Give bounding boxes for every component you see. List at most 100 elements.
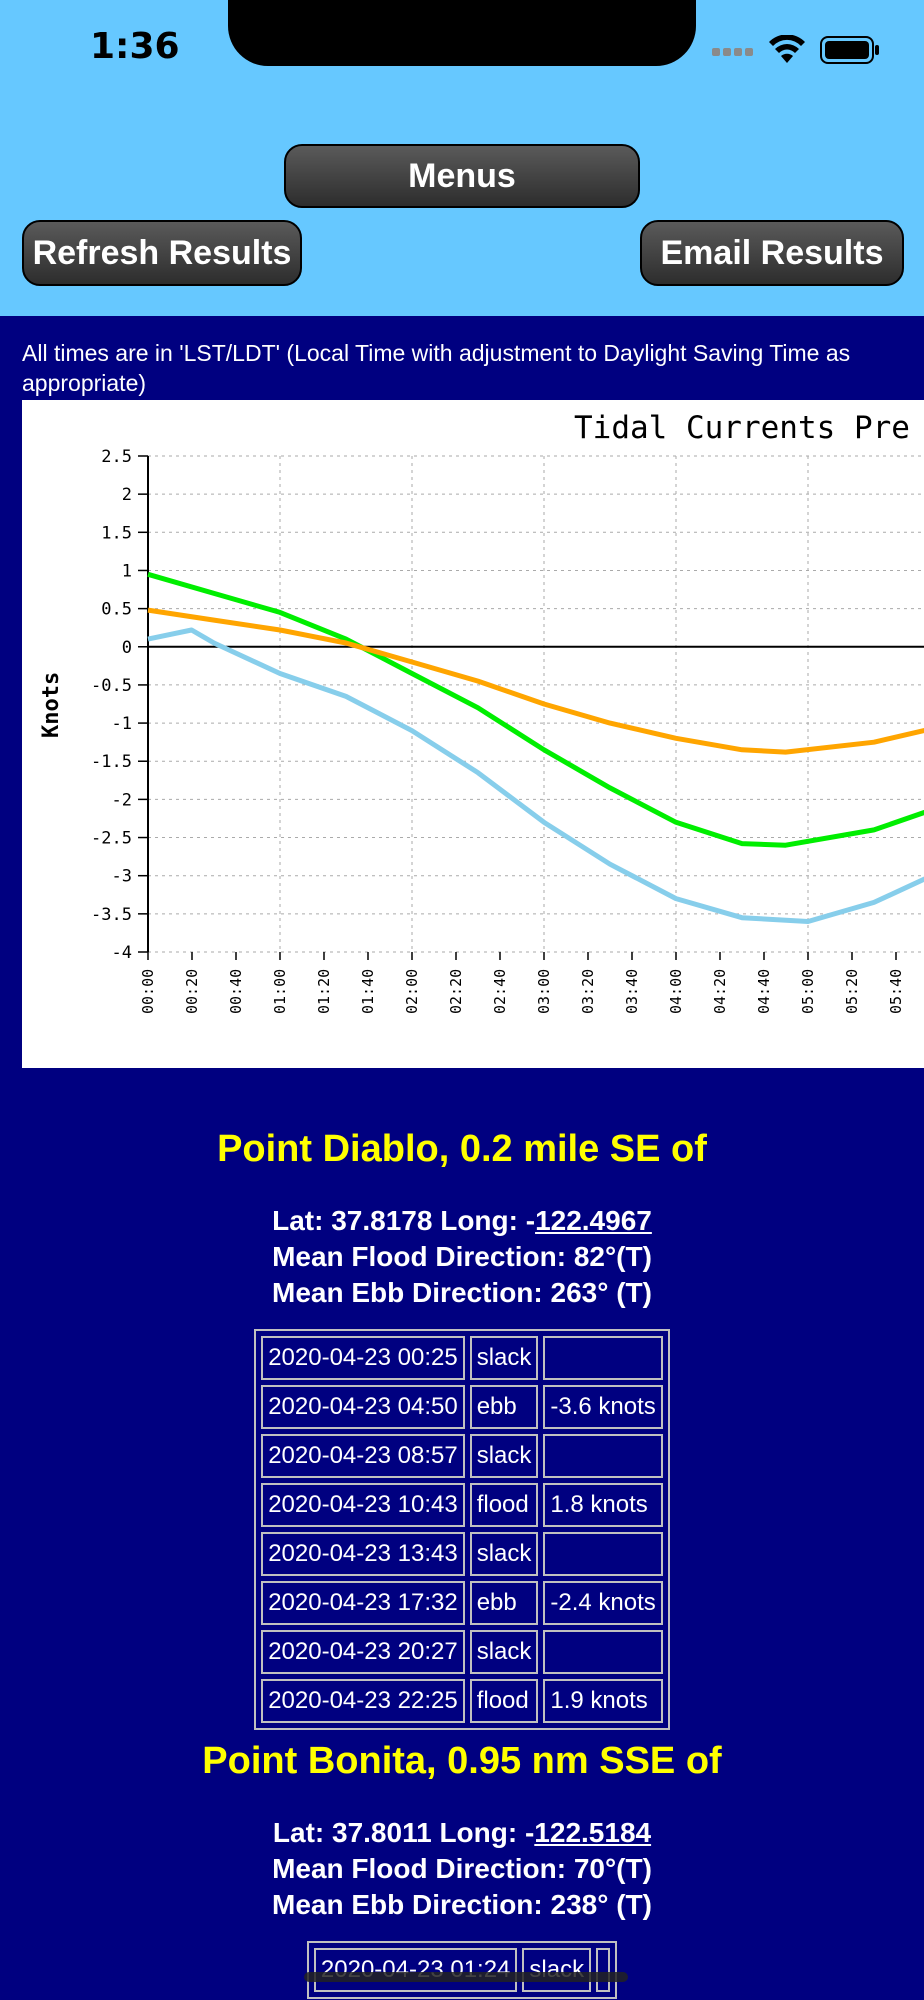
event-type: ebb xyxy=(469,1385,539,1429)
x-tick-label: 00:20 xyxy=(183,969,201,1014)
refresh-results-button[interactable]: Refresh Results xyxy=(22,220,302,286)
y-tick-label: 0 xyxy=(122,638,132,658)
event-time: 2020-04-23 17:32 xyxy=(261,1581,465,1625)
mean-flood-direction: Mean Flood Direction: 82°(T) xyxy=(272,1241,652,1272)
y-tick-label: -1.5 xyxy=(91,752,132,772)
y-tick-label: -3 xyxy=(112,867,132,887)
y-tick-label: -2 xyxy=(112,790,132,810)
event-type: slack xyxy=(522,1948,592,1992)
y-tick-label: 2 xyxy=(122,485,132,505)
x-tick-label: 02:20 xyxy=(447,969,465,1014)
event-speed xyxy=(543,1630,663,1674)
menus-button[interactable]: Menus xyxy=(284,144,640,208)
event-type: ebb xyxy=(469,1581,539,1625)
x-tick-label: 05:20 xyxy=(843,969,861,1014)
y-tick-label: 1 xyxy=(122,561,132,581)
event-speed: -2.4 knots xyxy=(543,1581,663,1625)
station-coordinates: Lat: 37.8178 Long: -122.4967 xyxy=(0,1203,924,1239)
event-time: 2020-04-23 04:50 xyxy=(261,1385,465,1429)
longitude-link[interactable]: 122.5184 xyxy=(534,1817,652,1848)
table-row: 2020-04-23 00:25 slack xyxy=(261,1336,663,1380)
x-tick-label: 05:00 xyxy=(799,969,817,1014)
lat-long-text: Lat: 37.8011 Long: - xyxy=(272,1817,535,1848)
table-row: 2020-04-23 10:43 flood 1.8 knots xyxy=(261,1483,663,1527)
table-row: 2020-04-23 20:27 slack xyxy=(261,1630,663,1674)
event-speed xyxy=(543,1532,663,1576)
x-tick-label: 03:00 xyxy=(535,969,553,1014)
x-tick-label: 01:00 xyxy=(271,969,289,1014)
event-speed xyxy=(543,1336,663,1380)
station-name: Point Diablo, 0.2 mile SE of xyxy=(217,1128,707,1170)
event-time: 2020-04-23 20:27 xyxy=(261,1630,465,1674)
header-bar: 1:36 Menus Refresh Results Email Results xyxy=(0,0,924,316)
table-row: 2020-04-23 04:50 ebb -3.6 knots xyxy=(261,1385,663,1429)
signal-icon xyxy=(712,48,753,56)
y-tick-label: -2.5 xyxy=(91,829,132,849)
event-speed: -3.6 knots xyxy=(543,1385,663,1429)
tide-events-table: 2020-04-23 00:25 slack 2020-04-23 04:50 ebb… xyxy=(254,1329,670,1730)
y-axis-label: Knots xyxy=(39,672,64,738)
mean-flood-direction: Mean Flood Direction: 70°(T) xyxy=(272,1853,652,1884)
tidal-currents-chart: 2.5 2 1.5 1 0.5 0 -0.5 -1 -1.5 -2 -2.5 -3 -3.5 -4 00:0… xyxy=(22,400,924,1068)
event-speed xyxy=(543,1434,663,1478)
x-tick-label: 01:20 xyxy=(315,969,333,1014)
wifi-icon xyxy=(769,35,805,63)
status-icons xyxy=(712,32,880,68)
mean-ebb-direction: Mean Ebb Direction: 238° (T) xyxy=(272,1889,652,1920)
x-tick-label: 00:40 xyxy=(227,969,245,1014)
table-row: 2020-04-23 22:25 flood 1.9 knots xyxy=(261,1679,663,1723)
event-time: 2020-04-23 10:43 xyxy=(261,1483,465,1527)
event-time: 2020-04-23 08:57 xyxy=(261,1434,465,1478)
y-tick-label: 2.5 xyxy=(101,447,132,467)
station-point-bonita: Point Bonita, 0.95 nm SSE of Lat: 37.801… xyxy=(0,1740,924,1999)
station-coordinates: Lat: 37.8011 Long: -122.5184 xyxy=(0,1815,924,1851)
event-time: 2020-04-23 22:25 xyxy=(261,1679,465,1723)
table-row: 2020-04-23 08:57 slack xyxy=(261,1434,663,1478)
longitude-link[interactable]: 122.4967 xyxy=(535,1205,652,1236)
table-row: 2020-04-23 13:43 slack xyxy=(261,1532,663,1576)
x-tick-label: 04:40 xyxy=(755,969,773,1014)
device-notch xyxy=(228,0,696,66)
series-line-2 xyxy=(147,607,924,755)
tide-events-table: 2020-04-23 01:24 slack xyxy=(306,1941,618,1999)
x-tick-label: 00:00 xyxy=(139,969,157,1014)
event-type: slack xyxy=(469,1434,539,1478)
time-zone-note: All times are in 'LST/LDT' (Local Time w… xyxy=(22,340,851,396)
event-speed xyxy=(596,1948,611,1992)
event-speed: 1.8 knots xyxy=(543,1483,663,1527)
x-tick-label: 04:20 xyxy=(711,969,729,1014)
y-tick-label: 1.5 xyxy=(101,523,132,543)
event-type: flood xyxy=(469,1483,539,1527)
series-line-3 xyxy=(147,627,924,924)
station-name: Point Bonita, 0.95 nm SSE of xyxy=(202,1740,722,1782)
event-type: slack xyxy=(469,1532,539,1576)
event-type: slack xyxy=(469,1630,539,1674)
table-row: 2020-04-23 17:32 ebb -2.4 knots xyxy=(261,1581,663,1625)
y-tick-label: 0.5 xyxy=(101,600,132,620)
mean-ebb-direction: Mean Ebb Direction: 263° (T) xyxy=(272,1277,652,1308)
lat-long-text: Lat: 37.8178 Long: - xyxy=(272,1205,536,1236)
event-type: flood xyxy=(469,1679,539,1723)
table-row: 2020-04-23 01:24 slack xyxy=(313,1948,611,1992)
email-results-button[interactable]: Email Results xyxy=(640,220,904,286)
x-tick-label: 03:40 xyxy=(623,969,641,1014)
event-time: 2020-04-23 00:25 xyxy=(261,1336,465,1380)
event-time: 2020-04-23 01:24 xyxy=(313,1948,518,1992)
y-tick-label: -4 xyxy=(112,943,132,963)
x-tick-label: 04:00 xyxy=(667,969,685,1014)
x-tick-label: 05:40 xyxy=(887,969,905,1014)
event-speed: 1.9 knots xyxy=(543,1679,663,1723)
x-tick-label: 02:40 xyxy=(491,969,509,1014)
status-time: 1:36 xyxy=(90,26,180,67)
battery-icon xyxy=(820,36,879,64)
chart-title: Tidal Currents Pre xyxy=(574,410,910,446)
x-tick-label: 01:40 xyxy=(359,969,377,1014)
event-time: 2020-04-23 13:43 xyxy=(261,1532,465,1576)
home-indicator xyxy=(304,1972,628,1982)
event-type: slack xyxy=(469,1336,539,1380)
chart-canvas: 2.5 2 1.5 1 0.5 0 -0.5 -1 -1.5 -2 -2.5 -3 -3.5 -4 00:0… xyxy=(39,410,924,1014)
x-tick-label: 02:00 xyxy=(403,969,421,1014)
x-tick-label: 03:20 xyxy=(579,969,597,1014)
y-tick-label: -0.5 xyxy=(91,676,132,696)
y-tick-label: -1 xyxy=(112,714,132,734)
